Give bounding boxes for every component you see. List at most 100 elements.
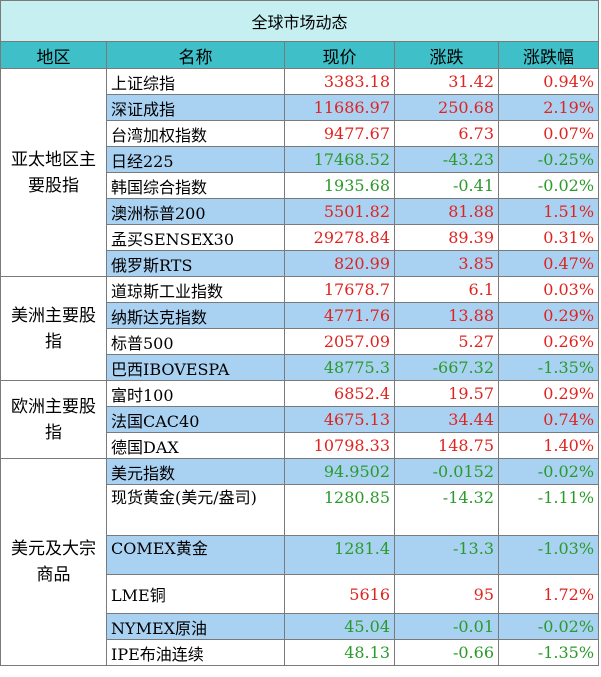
header-price: 现价: [284, 41, 395, 69]
row-change: 3.85: [394, 250, 499, 277]
row-price: 17678.7: [284, 276, 395, 303]
row-name: 美元指数: [106, 458, 285, 485]
row-pct: -0.25%: [497, 146, 600, 173]
row-pct: 0.94%: [497, 68, 600, 95]
region-asia-label: 亚太地区主要股指: [11, 149, 96, 196]
row-pct: -1.11%: [497, 484, 600, 536]
row-name: 纳斯达克指数: [106, 302, 285, 329]
row-change: -0.0152: [394, 458, 499, 485]
row-name: 深证成指: [106, 94, 285, 121]
row-price: 4675.13: [284, 406, 395, 433]
table-row: 美洲主要股指 道琼斯工业指数 17678.7 6.1 0.03%: [0, 276, 600, 381]
row-name: 上证综指: [106, 68, 285, 95]
row-name: COMEX黄金: [106, 535, 285, 575]
table-row: 现货黄金(美元/盎司) 1280.85 -14.32 -1.11%: [1, 484, 600, 536]
row-price: 3383.18: [284, 68, 395, 95]
row-pct: -0.02%: [497, 613, 600, 640]
row-change: -14.32: [394, 484, 499, 536]
row-change: 5.27: [394, 328, 499, 355]
header-pct: 涨跌幅: [497, 41, 600, 69]
header-region: 地区: [0, 41, 107, 69]
table-row: 韩国综合指数 1935.68 -0.41 -0.02%: [1, 172, 600, 199]
region-americas: 美洲主要股指: [0, 276, 107, 381]
row-pct: 1.72%: [497, 574, 600, 614]
row-price: 5501.82: [284, 198, 395, 225]
row-pct: -1.03%: [497, 535, 600, 575]
table-row: COMEX黄金 1281.4 -13.3 -1.03%: [1, 535, 600, 575]
row-name: 台湾加权指数: [106, 120, 285, 147]
row-pct: 0.07%: [497, 120, 600, 147]
row-price: 11686.97: [284, 94, 395, 121]
row-price: 1935.68: [284, 172, 395, 199]
row-price: 29278.84: [284, 224, 395, 251]
row-change: -0.01: [394, 613, 499, 640]
table-row: 纳斯达克指数 4771.76 13.88 0.29%: [1, 302, 600, 329]
row-pct: 1.40%: [497, 432, 600, 459]
row-name: 法国CAC40: [106, 406, 285, 433]
table-row: 标普500 2057.09 5.27 0.26%: [1, 328, 600, 355]
row-name: NYMEX原油: [106, 613, 285, 640]
row-name: 孟买SENSEX30: [106, 224, 285, 251]
region-europe-label: 欧洲主要股指: [11, 396, 96, 443]
row-price: 9477.67: [284, 120, 395, 147]
region-europe: 欧洲主要股指: [0, 380, 107, 459]
table-row: 欧洲主要股指 富时100 6852.4 19.57 0.29%: [0, 380, 600, 459]
row-change: 95: [394, 574, 499, 614]
row-price: 48775.3: [284, 354, 395, 381]
row-price: 6852.4: [284, 380, 395, 407]
table-row: NYMEX原油 45.04 -0.01 -0.02%: [1, 613, 600, 640]
row-change: -0.66: [394, 639, 499, 666]
table-row: LME铜 5616 95 1.72%: [1, 574, 600, 614]
table-row: 台湾加权指数 9477.67 6.73 0.07%: [1, 120, 600, 147]
title-row: 全球市场动态: [0, 0, 600, 42]
table-row: 日经225 17468.52 -43.23 -0.25%: [1, 146, 600, 173]
row-name: 现货黄金(美元/盎司): [106, 484, 285, 536]
row-price: 2057.09: [284, 328, 395, 355]
row-change: -667.32: [394, 354, 499, 381]
table-row: IPE布油连续 48.13 -0.66 -1.35%: [1, 639, 600, 666]
row-name: IPE布油连续: [106, 639, 285, 666]
header-name: 名称: [106, 41, 285, 69]
row-name: 德国DAX: [106, 432, 285, 459]
row-pct: 0.31%: [497, 224, 600, 251]
row-price: 48.13: [284, 639, 395, 666]
row-name: 韩国综合指数: [106, 172, 285, 199]
row-name: 日经225: [106, 146, 285, 173]
row-price: 5616: [284, 574, 395, 614]
region-asia: 亚太地区主要股指: [0, 68, 107, 277]
row-change: 19.57: [394, 380, 499, 407]
row-name: 俄罗斯RTS: [106, 250, 285, 277]
row-pct: 0.29%: [497, 302, 600, 329]
header-row: 地区 名称 现价 涨跌 涨跌幅: [0, 41, 600, 69]
row-name: 澳洲标普200: [106, 198, 285, 225]
table-row: 孟买SENSEX30 29278.84 89.39 0.31%: [1, 224, 600, 251]
row-name: LME铜: [106, 574, 285, 614]
row-change: -43.23: [394, 146, 499, 173]
region-americas-label: 美洲主要股指: [11, 305, 96, 352]
row-pct: 0.26%: [497, 328, 600, 355]
row-pct: -0.02%: [497, 458, 600, 485]
region-commodities-label: 美元及大宗商品: [11, 539, 96, 585]
row-price: 1281.4: [284, 535, 395, 575]
row-name: 巴西IBOVESPA: [106, 354, 285, 381]
row-price: 4771.76: [284, 302, 395, 329]
row-name: 标普500: [106, 328, 285, 355]
row-change: 31.42: [394, 68, 499, 95]
row-price: 17468.52: [284, 146, 395, 173]
row-change: 250.68: [394, 94, 499, 121]
row-pct: 0.74%: [497, 406, 600, 433]
row-price: 820.99: [284, 250, 395, 277]
table-row: 深证成指 11686.97 250.68 2.19%: [1, 94, 600, 121]
row-price: 10798.33: [284, 432, 395, 459]
row-pct: 0.47%: [497, 250, 600, 277]
row-price: 94.9502: [284, 458, 395, 485]
row-change: 34.44: [394, 406, 499, 433]
row-price: 45.04: [284, 613, 395, 640]
table-row: 俄罗斯RTS 820.99 3.85 0.47%: [1, 250, 600, 277]
row-change: 6.73: [394, 120, 499, 147]
header-change: 涨跌: [394, 41, 499, 69]
row-change: 148.75: [394, 432, 499, 459]
row-name: 富时100: [106, 380, 285, 407]
row-pct: -0.02%: [497, 172, 600, 199]
